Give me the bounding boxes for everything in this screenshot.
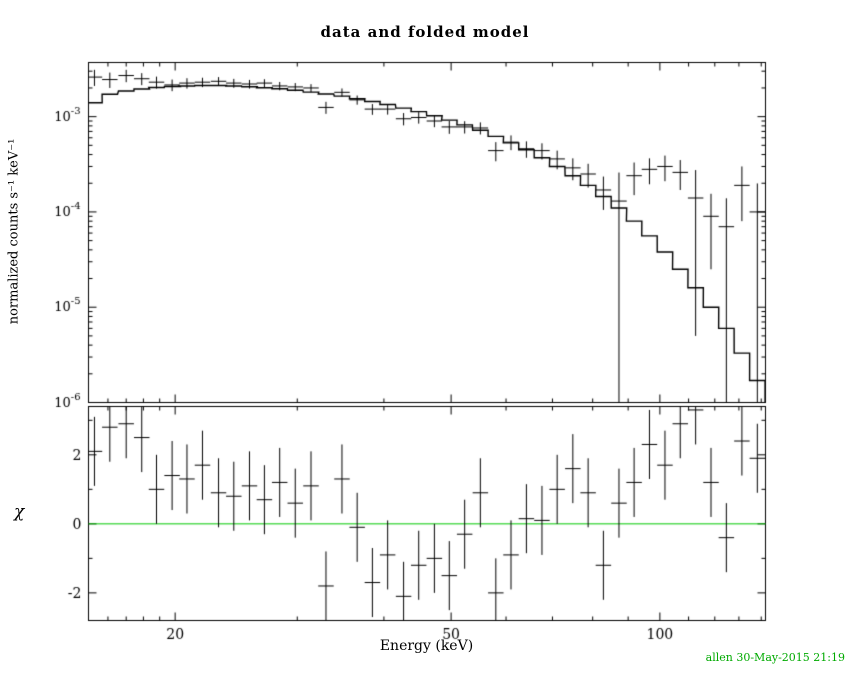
timestamp-annotation: allen 30-May-2015 21:19 (705, 651, 845, 664)
y-axis-label-counts: normalized counts s⁻¹ keV⁻¹ (6, 138, 22, 325)
x-axis-label-energy: Energy (keV) (379, 638, 474, 654)
plot-title: data and folded model (320, 23, 530, 41)
y-axis-label-chi: χ (14, 502, 25, 522)
